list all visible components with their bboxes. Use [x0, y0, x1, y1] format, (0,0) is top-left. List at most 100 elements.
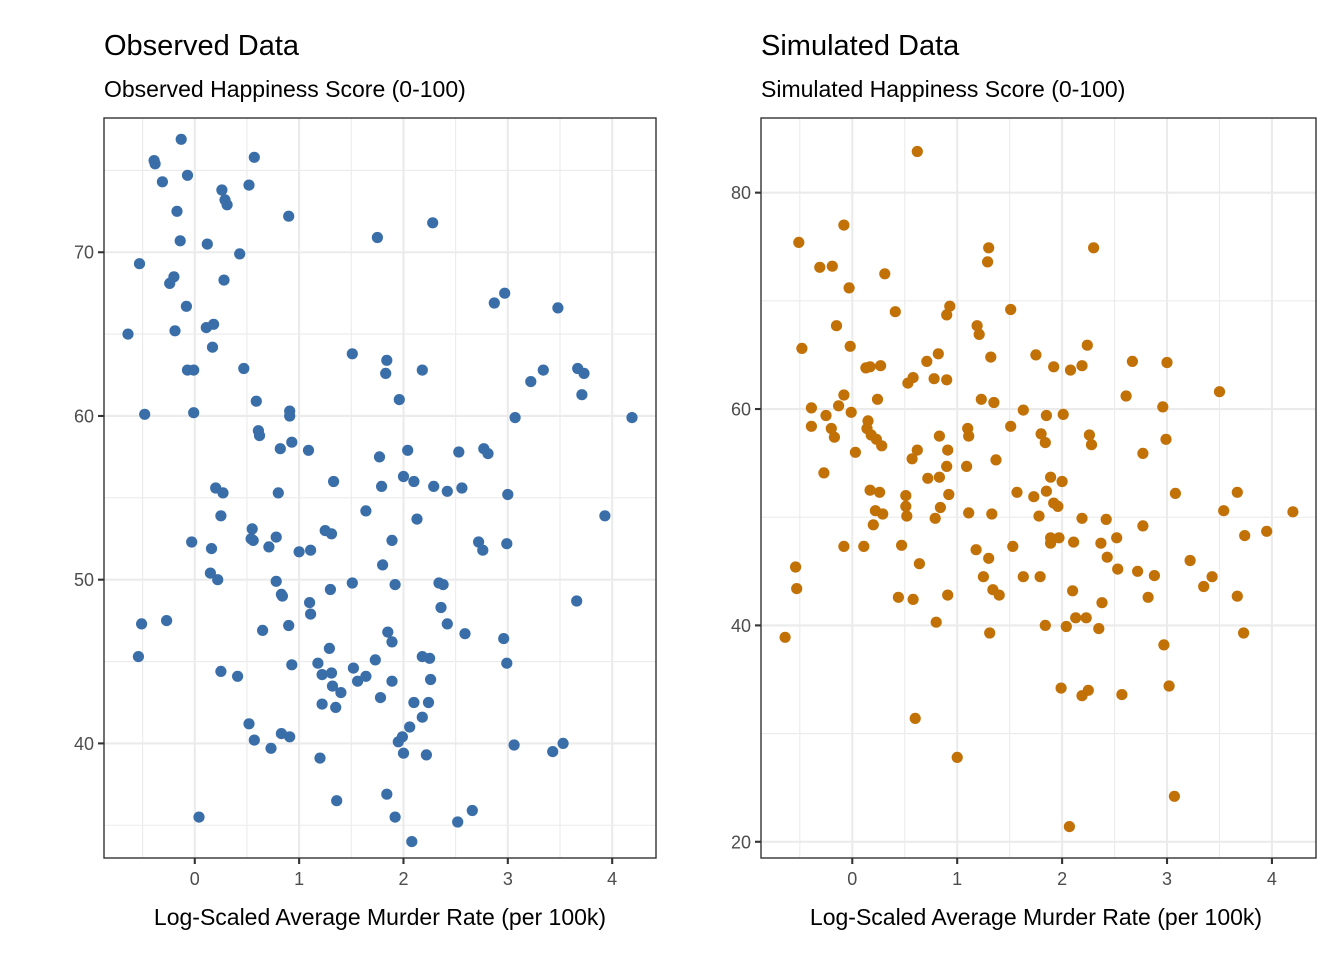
- data-point: [892, 591, 905, 603]
- data-point: [136, 618, 148, 630]
- data-point: [377, 559, 389, 571]
- data-point: [983, 242, 995, 254]
- data-point: [875, 360, 887, 372]
- data-point: [1142, 591, 1154, 603]
- data-point: [216, 184, 228, 196]
- data-point: [988, 396, 1000, 409]
- data-point: [961, 460, 973, 472]
- data-point: [843, 282, 855, 294]
- x-tick-label: 2: [1057, 869, 1067, 889]
- data-point: [825, 422, 837, 435]
- data-point: [1093, 623, 1105, 635]
- data-point: [1068, 536, 1080, 548]
- data-point: [276, 590, 288, 602]
- data-point: [188, 407, 200, 419]
- data-point: [212, 574, 224, 586]
- data-point: [164, 277, 176, 289]
- data-point: [402, 444, 414, 456]
- data-point: [316, 669, 328, 681]
- data-point: [330, 701, 342, 714]
- x-tick-label: 4: [1267, 869, 1277, 889]
- data-point: [175, 133, 187, 145]
- data-point: [933, 430, 946, 442]
- data-point: [122, 328, 134, 340]
- data-point: [380, 367, 392, 379]
- chart-subtitle: Simulated Happiness Score (0-100): [761, 76, 1125, 102]
- data-point: [1039, 437, 1051, 449]
- data-point: [393, 394, 405, 406]
- data-point: [867, 519, 879, 531]
- data-point: [951, 751, 963, 764]
- data-point: [1160, 433, 1172, 445]
- data-point: [909, 712, 921, 725]
- chart-title: Observed Data: [104, 30, 300, 62]
- data-point: [805, 420, 818, 432]
- data-points: [122, 133, 638, 848]
- data-point: [201, 238, 213, 250]
- data-point: [1034, 571, 1046, 583]
- data-point: [838, 540, 850, 553]
- data-point: [1064, 364, 1077, 376]
- data-point: [371, 231, 383, 244]
- data-point: [302, 444, 315, 456]
- data-point: [272, 487, 284, 499]
- data-point: [826, 260, 838, 272]
- data-point: [257, 624, 269, 637]
- data-point: [1035, 428, 1047, 440]
- data-point: [1163, 680, 1175, 692]
- data-point: [907, 593, 919, 606]
- data-point: [1287, 506, 1299, 518]
- data-point: [1218, 505, 1230, 517]
- data-point: [1096, 597, 1108, 609]
- data-point: [352, 675, 364, 687]
- data-point: [156, 176, 168, 188]
- data-point: [901, 510, 913, 522]
- data-point: [397, 470, 410, 483]
- x-tick-label: 2: [398, 869, 408, 889]
- data-point: [416, 711, 428, 723]
- data-point: [215, 510, 227, 522]
- data-point: [1028, 491, 1040, 503]
- x-tick-label: 3: [503, 869, 513, 889]
- data-point: [970, 544, 982, 556]
- data-point: [250, 395, 262, 407]
- data-point: [373, 451, 386, 463]
- data-point: [286, 659, 298, 671]
- data-point: [427, 217, 439, 229]
- data-point: [1070, 612, 1082, 624]
- data-point: [1095, 537, 1107, 549]
- data-point: [206, 341, 219, 353]
- data-point: [1007, 540, 1019, 553]
- data-point: [1088, 242, 1100, 254]
- data-point: [376, 480, 388, 492]
- data-point: [943, 488, 955, 501]
- data-point: [360, 505, 372, 517]
- data-point: [984, 627, 996, 639]
- data-point: [386, 534, 398, 547]
- data-point: [1158, 639, 1170, 651]
- data-point: [838, 219, 850, 231]
- data-point: [1157, 401, 1169, 413]
- data-point: [234, 248, 246, 260]
- data-point: [975, 393, 987, 405]
- data-point: [1111, 532, 1123, 544]
- data-point: [537, 364, 549, 376]
- data-point: [488, 297, 500, 309]
- data-point: [547, 746, 559, 758]
- data-point: [1080, 612, 1092, 624]
- x-axis-title: Log-Scaled Average Murder Rate (per 100k…: [154, 904, 606, 930]
- data-point: [1030, 349, 1042, 361]
- data-point: [335, 687, 347, 699]
- data-point: [424, 652, 436, 664]
- x-axis-title: Log-Scaled Average Murder Rate (per 100k…: [810, 904, 1262, 930]
- data-point: [874, 486, 886, 498]
- data-point: [193, 811, 205, 823]
- data-point: [1082, 684, 1094, 696]
- data-point: [942, 444, 954, 456]
- data-point: [422, 696, 435, 709]
- data-point: [1239, 530, 1251, 542]
- data-point: [509, 412, 521, 424]
- data-point: [283, 619, 295, 632]
- axis-ticks: 0 1 2 3 4 40 50 60 70: [74, 243, 617, 889]
- simulated-data-panel: Simulated Data Simulated Happiness Score…: [731, 30, 1317, 930]
